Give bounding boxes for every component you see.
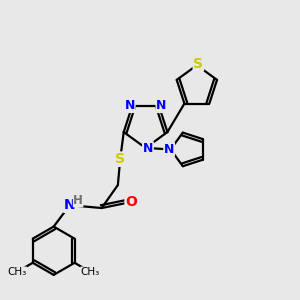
Text: N: N (164, 143, 174, 156)
Text: S: S (115, 152, 125, 166)
Text: S: S (193, 57, 203, 71)
Text: N: N (64, 198, 76, 212)
Text: N: N (124, 99, 135, 112)
Text: N: N (143, 142, 153, 155)
Text: N: N (156, 99, 167, 112)
Text: H: H (73, 194, 83, 207)
Text: CH₃: CH₃ (81, 267, 100, 277)
Text: CH₃: CH₃ (7, 267, 27, 277)
Text: N: N (64, 198, 76, 212)
Text: O: O (125, 195, 137, 209)
